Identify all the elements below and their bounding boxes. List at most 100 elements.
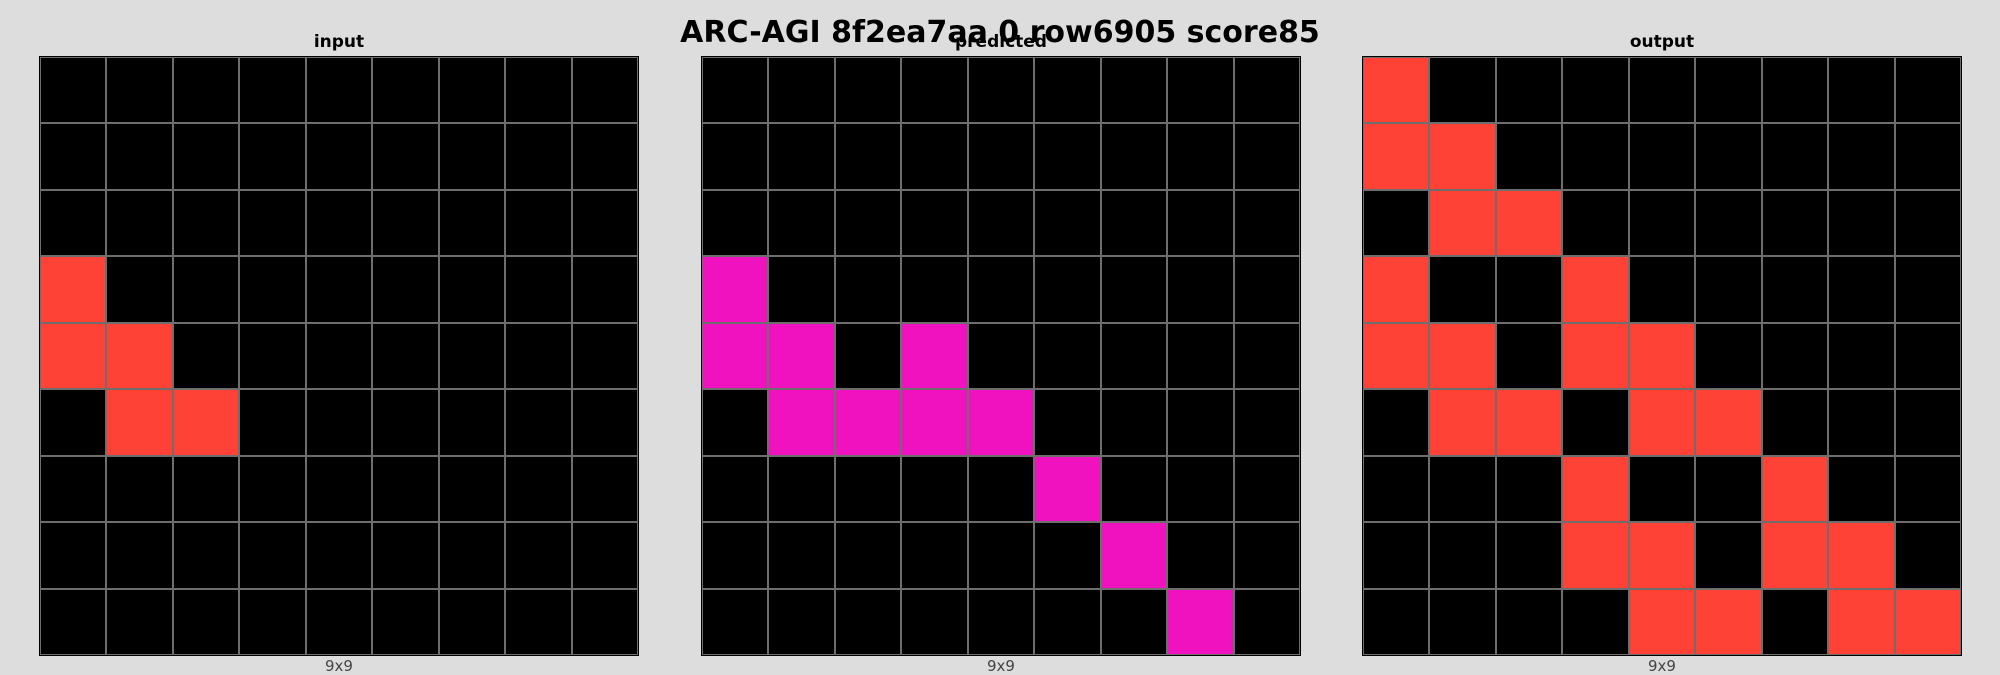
grid-cell [40, 57, 107, 124]
grid-cell [1429, 123, 1496, 190]
grid-cell [1363, 189, 1430, 257]
grid-cell [305, 389, 373, 456]
grid-cell [505, 588, 572, 655]
grid-cell [768, 57, 835, 124]
grid-cell [1429, 455, 1496, 523]
grid-cell [172, 522, 240, 589]
grid-cell [1628, 57, 1696, 124]
grid-cell [239, 256, 306, 323]
grid-cell [702, 522, 769, 589]
grid-cell [571, 455, 638, 523]
grid-cell [967, 322, 1035, 390]
grid-cell [1695, 189, 1762, 257]
grid-cell [1695, 455, 1762, 523]
grid-cell [1100, 588, 1168, 655]
grid-cell [702, 189, 769, 257]
grid-cell [1167, 256, 1234, 323]
grid-cell [1894, 322, 1961, 390]
grid-cell [1429, 189, 1496, 257]
grid-cell [1233, 455, 1300, 523]
grid-cell [1429, 588, 1496, 655]
grid-cell [1233, 189, 1300, 257]
grid-cell [438, 57, 506, 124]
grid-cell [702, 57, 769, 124]
page-title: ARC-AGI 8f2ea7aa 0 row6905 score85 [680, 15, 1320, 50]
grid-cell [1167, 455, 1234, 523]
grid-cell [1233, 322, 1300, 390]
output-size-label: 9x9 [1648, 657, 1676, 675]
grid-cell [1828, 123, 1895, 190]
grid-cell [768, 455, 835, 523]
grid-cell [1363, 389, 1430, 456]
predicted-grid [701, 56, 1301, 656]
grid-cell [372, 123, 439, 190]
grid-cell [438, 322, 506, 390]
grid-cell [1562, 123, 1629, 190]
grid-cell [106, 322, 173, 390]
grid-cell [106, 123, 173, 190]
grid-cell [834, 322, 902, 390]
grid-cell [1828, 57, 1895, 124]
grid-cell [1495, 57, 1563, 124]
grid-cell [834, 256, 902, 323]
grid-cell [1233, 588, 1300, 655]
grid-cell [438, 389, 506, 456]
grid-cell [768, 189, 835, 257]
grid-cell [372, 588, 439, 655]
grid-cell [172, 189, 240, 257]
grid-cell [834, 455, 902, 523]
grid-cell [1495, 455, 1563, 523]
grid-cell [1495, 389, 1563, 456]
grid-cell [1894, 57, 1961, 124]
predicted-size-label: 9x9 [987, 657, 1015, 675]
grid-cell [1034, 123, 1101, 190]
grid-cell [1495, 123, 1563, 190]
grid-cell [1562, 189, 1629, 257]
grid-cell [172, 57, 240, 124]
grid-cell [305, 256, 373, 323]
grid-cell [1894, 522, 1961, 589]
grid-cell [1628, 455, 1696, 523]
grid-cell [901, 588, 968, 655]
grid-cell [106, 189, 173, 257]
grid-cell [1628, 389, 1696, 456]
grid-cell [702, 123, 769, 190]
grid-cell [505, 455, 572, 523]
output-panel: output 9x9 [1362, 31, 1962, 674]
grid-cell [40, 455, 107, 523]
grid-cell [1034, 389, 1101, 456]
grid-cell [571, 189, 638, 257]
grid-cell [305, 522, 373, 589]
grid-cell [1034, 256, 1101, 323]
grid-cell [1894, 588, 1961, 655]
grid-cell [372, 189, 439, 257]
predicted-panel-label: predicted [955, 32, 1047, 52]
grid-cell [372, 256, 439, 323]
grid-cell [1695, 123, 1762, 190]
grid-cell [239, 588, 306, 655]
grid-cell [172, 389, 240, 456]
grid-cell [967, 455, 1035, 523]
grid-cell [1562, 455, 1629, 523]
grid-cell [967, 588, 1035, 655]
grid-cell [834, 123, 902, 190]
grid-cell [1100, 455, 1168, 523]
grid-cell [1363, 123, 1430, 190]
input-panel: input 9x9 [39, 31, 639, 674]
grid-cell [1363, 455, 1430, 523]
grid-cell [702, 389, 769, 456]
grid-cell [505, 522, 572, 589]
grid-cell [1363, 588, 1430, 655]
grid-cell [505, 189, 572, 257]
grid-cell [505, 389, 572, 456]
grid-cell [901, 322, 968, 390]
grid-cell [571, 588, 638, 655]
grid-cell [1628, 123, 1696, 190]
grid-cell [571, 256, 638, 323]
grid-cell [1363, 256, 1430, 323]
grid-cell [1562, 588, 1629, 655]
grid-cell [305, 57, 373, 124]
grid-cell [1695, 588, 1762, 655]
grid-cell [768, 123, 835, 190]
grid-cell [1495, 322, 1563, 390]
